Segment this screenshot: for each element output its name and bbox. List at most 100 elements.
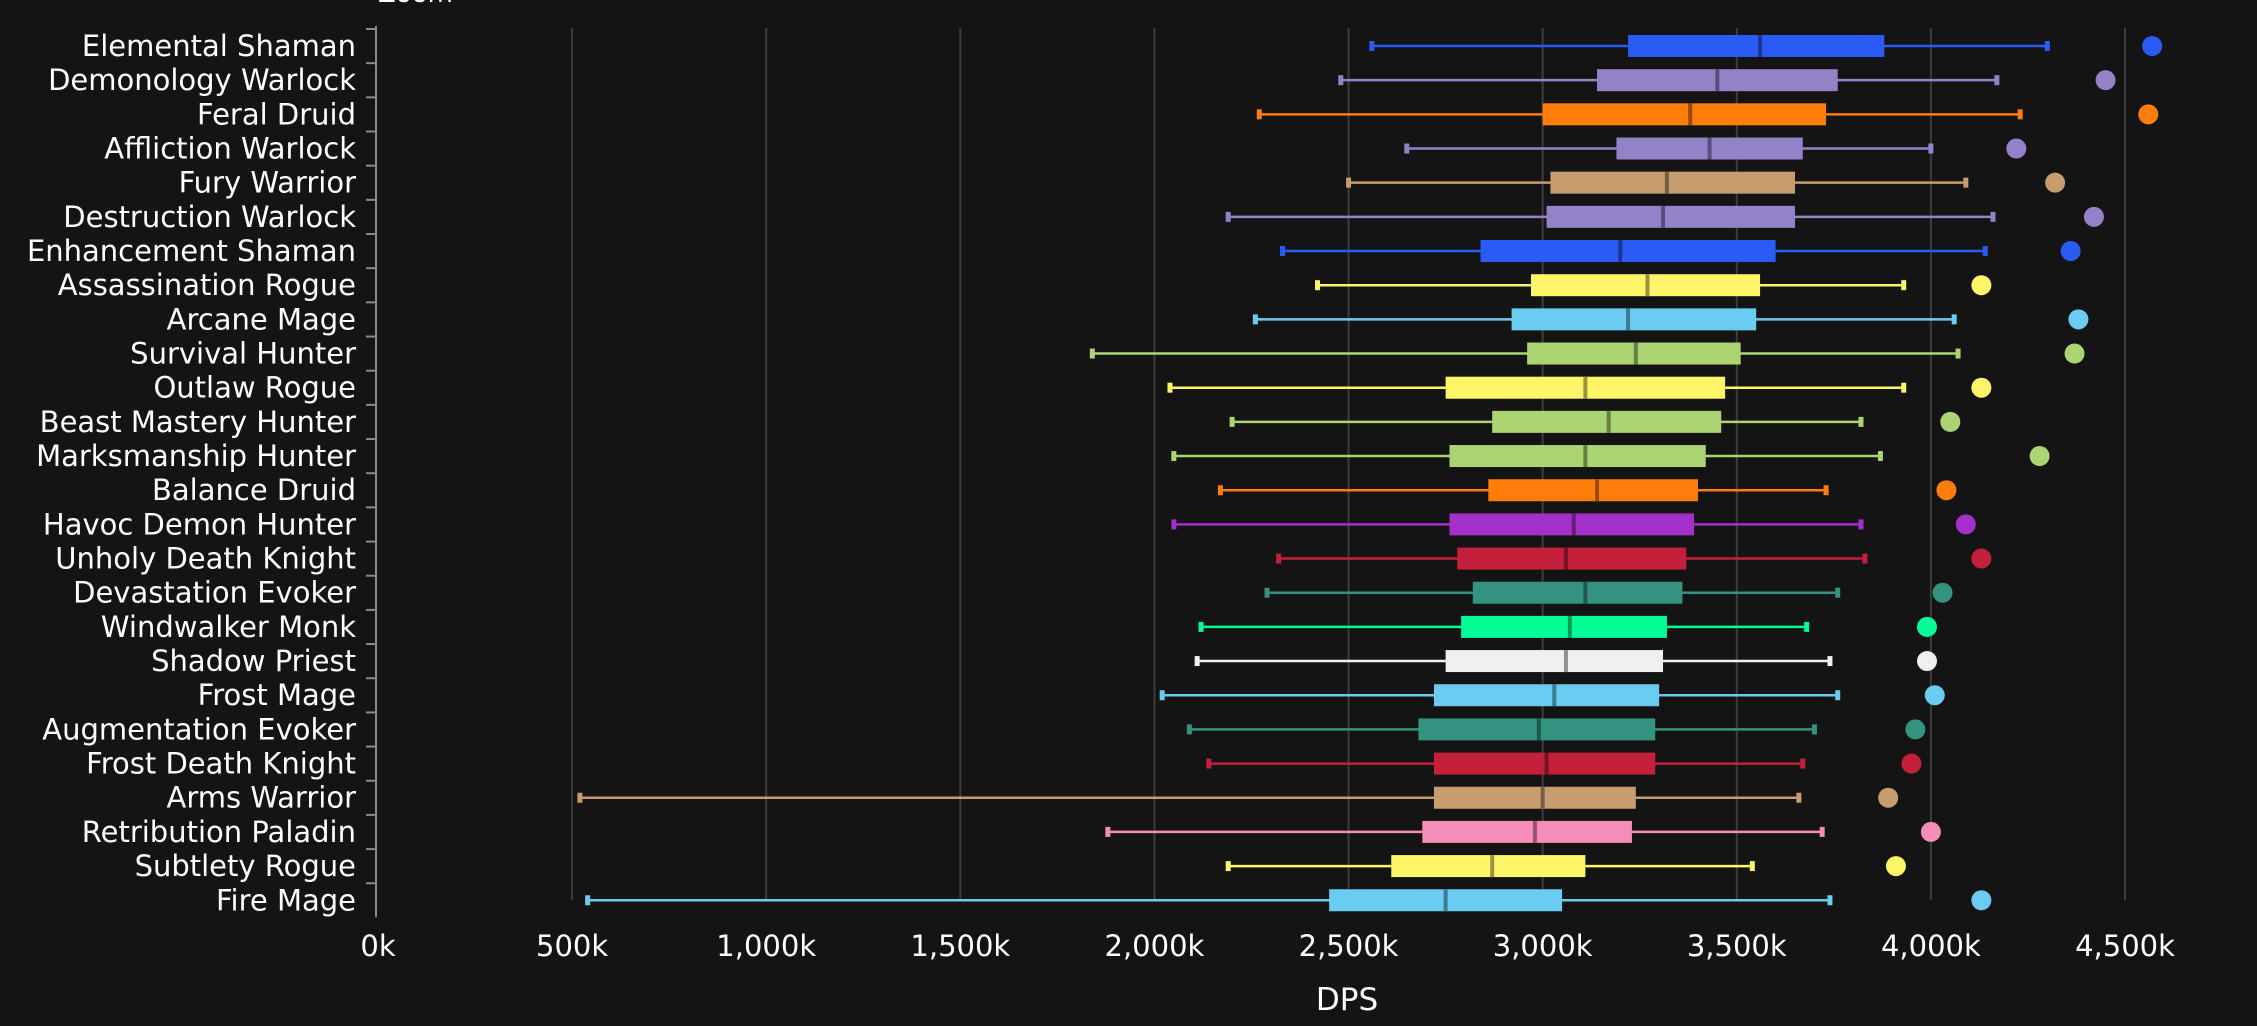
box-row [1171, 513, 1976, 536]
x-tick-label: 1,000k [716, 929, 816, 963]
box-series [577, 35, 2163, 912]
class-label: Shadow Priest [151, 644, 356, 678]
iqr-box [1628, 35, 1885, 57]
class-label: Marksmanship Hunter [36, 439, 356, 473]
x-tick-label: 3,000k [1493, 929, 1593, 963]
class-label: Balance Druid [152, 473, 356, 507]
outlier-point [1971, 890, 1992, 911]
x-tick-label: 500k [536, 929, 608, 963]
x-tick-label: 4,000k [1881, 929, 1981, 963]
outlier-point [1878, 787, 1899, 808]
outlier-point [2138, 104, 2159, 125]
iqr-box [1445, 650, 1664, 673]
iqr-box [1433, 684, 1660, 707]
class-label: Unholy Death Knight [55, 542, 356, 576]
box-row [1194, 650, 1938, 673]
outlier-point [1901, 753, 1922, 774]
box-row [585, 889, 1992, 912]
box-row [1369, 35, 2163, 57]
box-row [1264, 581, 1953, 604]
class-label: Enhancement Shaman [27, 234, 356, 268]
class-label: Assassination Rogue [58, 268, 356, 302]
class-label: Frost Mage [198, 678, 356, 712]
class-label: Frost Death Knight [86, 747, 356, 781]
outlier-point [1971, 275, 1992, 296]
class-label: Fury Warrior [179, 166, 357, 200]
outlier-point [1940, 411, 1961, 432]
box-row [1167, 376, 1992, 399]
outlier-point [1924, 685, 1945, 706]
outlier-point [1885, 856, 1906, 877]
iqr-box [1480, 240, 1776, 263]
box-row [1338, 69, 2116, 92]
outlier-point [2006, 138, 2027, 159]
iqr-box [1542, 103, 1827, 126]
box-row [1252, 308, 2089, 331]
box-row [1280, 240, 2081, 263]
box-row [1225, 205, 2104, 228]
box-row [1186, 718, 1926, 741]
box-row [1229, 410, 1961, 433]
x-tick-label: 4,500k [2075, 929, 2175, 963]
outlier-point [2029, 446, 2050, 467]
box-row [1198, 615, 1938, 638]
box-row [1089, 342, 2085, 365]
x-tick-label: 0k [360, 929, 395, 963]
class-label: Destruction Warlock [63, 200, 356, 234]
x-tick-label: 2,000k [1105, 929, 1205, 963]
outlier-point [1971, 548, 1992, 569]
x-axis: 0k 500k 1,000k 1,500k 2,000k 2,500k 3,000k 3,50… [360, 929, 2175, 963]
iqr-box [1472, 581, 1683, 604]
outlier-point [1955, 514, 1976, 535]
box-row [1171, 445, 2050, 468]
iqr-box [1511, 308, 1757, 331]
box-row [1225, 855, 1906, 878]
iqr-box [1461, 615, 1667, 638]
x-axis-title: DPS [1316, 982, 1378, 1018]
box-row [1159, 684, 1945, 707]
x-tick-label: 2,500k [1299, 929, 1399, 963]
outlier-point [2060, 241, 2081, 262]
box-row [1404, 137, 2027, 160]
iqr-box [1457, 547, 1687, 570]
outlier-point [1920, 821, 1941, 842]
iqr-box [1488, 479, 1698, 502]
box-row [1206, 752, 1922, 775]
iqr-box [1422, 820, 1632, 843]
class-label: Augmentation Evoker [42, 712, 356, 746]
iqr-box [1550, 171, 1796, 194]
class-label: Elemental Shaman [82, 29, 356, 63]
class-label: Demonology Warlock [48, 63, 356, 97]
outlier-point [1917, 616, 1938, 637]
outlier-point [2068, 309, 2089, 330]
class-label: Fire Mage [216, 883, 356, 917]
top-cutoff-label: Zoom [378, 0, 453, 9]
class-label: Retribution Paladin [82, 815, 356, 849]
iqr-box [1449, 445, 1706, 468]
outlier-point [2095, 70, 2116, 91]
x-tick-label: 3,500k [1687, 929, 1787, 963]
class-label: Arms Warrior [167, 781, 357, 815]
class-label: Havoc Demon Hunter [43, 507, 356, 541]
box-row [1217, 479, 1957, 502]
outlier-point [2142, 36, 2163, 56]
class-label: Feral Druid [197, 97, 356, 131]
class-label: Arcane Mage [167, 302, 356, 336]
outlier-point [1932, 582, 1953, 603]
box-row [577, 786, 1899, 809]
iqr-box [1433, 786, 1636, 809]
x-tick-label: 1,500k [910, 929, 1010, 963]
outlier-point [1905, 719, 1926, 740]
class-label: Affliction Warlock [104, 132, 356, 166]
box-row [1314, 274, 1992, 297]
iqr-box [1391, 855, 1586, 878]
class-label: Windwalker Monk [101, 610, 356, 644]
class-label: Beast Mastery Hunter [40, 405, 356, 439]
class-label: Devastation Evoker [73, 576, 356, 610]
box-row [1105, 820, 1941, 843]
outlier-point [1971, 377, 1992, 398]
outlier-point [2045, 172, 2066, 193]
class-label: Survival Hunter [130, 337, 356, 371]
